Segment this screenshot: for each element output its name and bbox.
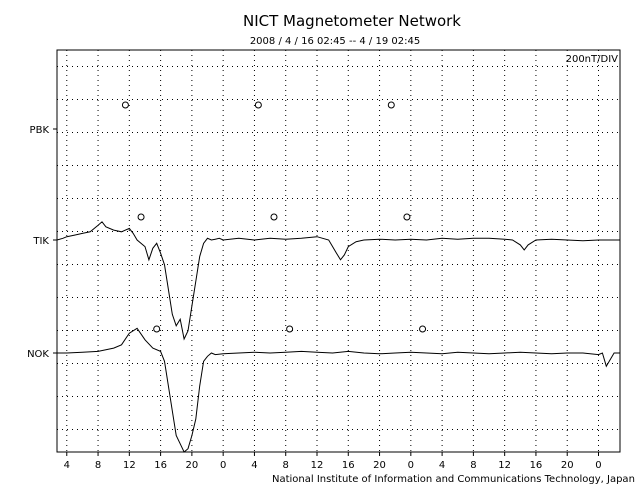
midnight-marker xyxy=(153,325,161,333)
series-lines xyxy=(56,221,620,453)
x-tick-label: 8 xyxy=(95,460,101,471)
station-label: NOK xyxy=(27,349,49,360)
midnight-marker xyxy=(286,325,294,333)
x-tick-label: 8 xyxy=(283,460,289,471)
grid xyxy=(57,50,620,452)
footer-credit: National Institute of Information and Co… xyxy=(272,474,635,485)
x-tick-label: 12 xyxy=(123,460,136,471)
x-tick-label: 12 xyxy=(311,460,324,471)
midnight-marker xyxy=(270,213,278,221)
x-tick-label: 8 xyxy=(470,460,476,471)
x-tick-label: 16 xyxy=(154,460,167,471)
x-tick-label: 20 xyxy=(561,460,574,471)
x-tick-label: 0 xyxy=(595,460,601,471)
series-line-tik xyxy=(56,221,620,341)
midnight-marker xyxy=(419,325,427,333)
x-tick-label: 20 xyxy=(373,460,386,471)
midnight-marker xyxy=(254,101,262,109)
midnight-marker xyxy=(137,213,145,221)
x-tick-label: 0 xyxy=(220,460,226,471)
x-tick-label: 16 xyxy=(530,460,543,471)
x-tick-label: 20 xyxy=(186,460,199,471)
x-tick-label: 4 xyxy=(439,460,445,471)
station-label: PBK xyxy=(30,125,50,136)
plot-frame xyxy=(56,49,621,453)
scale-label: 200nT/DIV xyxy=(566,54,619,65)
midnight-marker xyxy=(121,101,129,109)
chart-title: NICT Magnetometer Network xyxy=(243,12,461,30)
station-labels: PBK TIK NOK xyxy=(27,125,57,360)
series-line-nok xyxy=(57,327,620,453)
x-tick-label: 12 xyxy=(498,460,511,471)
x-tick-label: 16 xyxy=(342,460,355,471)
x-tick-label: 4 xyxy=(64,460,70,471)
station-label: TIK xyxy=(32,236,49,247)
midnight-markers xyxy=(121,101,427,333)
midnight-marker xyxy=(387,101,395,109)
x-tick-label: 4 xyxy=(251,460,257,471)
midnight-marker xyxy=(403,213,411,221)
chart-subtitle: 2008 / 4 / 16 02:45 -- 4 / 19 02:45 xyxy=(250,36,420,47)
x-tick-label: 0 xyxy=(408,460,414,471)
x-axis-ticks: 4 8 12 16 20 0 4 8 12 16 20 0 4 8 12 16 20 0 xyxy=(64,452,602,471)
